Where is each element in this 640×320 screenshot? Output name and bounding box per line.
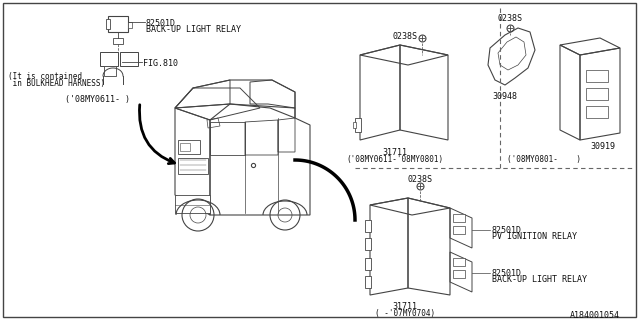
Text: ('08MY0611- ): ('08MY0611- ) — [65, 95, 130, 104]
Bar — [120, 52, 138, 66]
Text: ('08MY0611-'08MY0801): ('08MY0611-'08MY0801) — [346, 155, 444, 164]
Bar — [453, 214, 465, 222]
Bar — [175, 195, 210, 213]
Text: 82501D: 82501D — [146, 19, 176, 28]
Bar — [586, 106, 608, 118]
Bar — [453, 226, 465, 234]
Bar — [113, 38, 123, 44]
Bar — [453, 258, 465, 266]
Bar — [586, 88, 608, 100]
Bar — [353, 122, 356, 128]
Bar — [178, 158, 208, 174]
Text: in BULKHEAD HARNESS): in BULKHEAD HARNESS) — [8, 79, 105, 88]
Bar — [108, 16, 128, 32]
Bar — [365, 276, 371, 288]
Text: (It is contained: (It is contained — [8, 72, 82, 81]
Bar — [586, 70, 608, 82]
Text: 0238S: 0238S — [392, 32, 417, 41]
Bar — [365, 258, 371, 270]
Bar — [180, 143, 190, 151]
Text: 0238S: 0238S — [497, 14, 522, 23]
Text: BACK-UP LIGHT RELAY: BACK-UP LIGHT RELAY — [492, 275, 587, 284]
Bar — [106, 19, 110, 29]
Bar — [365, 220, 371, 232]
Text: PV IGNITION RELAY: PV IGNITION RELAY — [492, 232, 577, 241]
Bar — [100, 52, 118, 66]
Bar — [365, 238, 371, 250]
Text: 30948: 30948 — [493, 92, 518, 101]
Text: A184001054: A184001054 — [570, 311, 620, 320]
Bar — [128, 22, 132, 28]
Text: ('08MY0801-    ): ('08MY0801- ) — [507, 155, 581, 164]
Bar — [355, 118, 361, 132]
Bar — [453, 270, 465, 278]
Text: 82501D: 82501D — [492, 226, 522, 235]
Text: FIG.810: FIG.810 — [143, 59, 178, 68]
Bar — [178, 140, 200, 154]
Bar — [104, 66, 116, 76]
Text: 82501D: 82501D — [492, 269, 522, 278]
Text: BACK-UP LIGHT RELAY: BACK-UP LIGHT RELAY — [146, 25, 241, 34]
Text: ( -'07MY0704): ( -'07MY0704) — [375, 309, 435, 318]
Text: 0238S: 0238S — [408, 175, 433, 184]
Text: 30919: 30919 — [590, 142, 615, 151]
Text: 31711: 31711 — [392, 302, 417, 311]
Text: 31711: 31711 — [383, 148, 408, 157]
